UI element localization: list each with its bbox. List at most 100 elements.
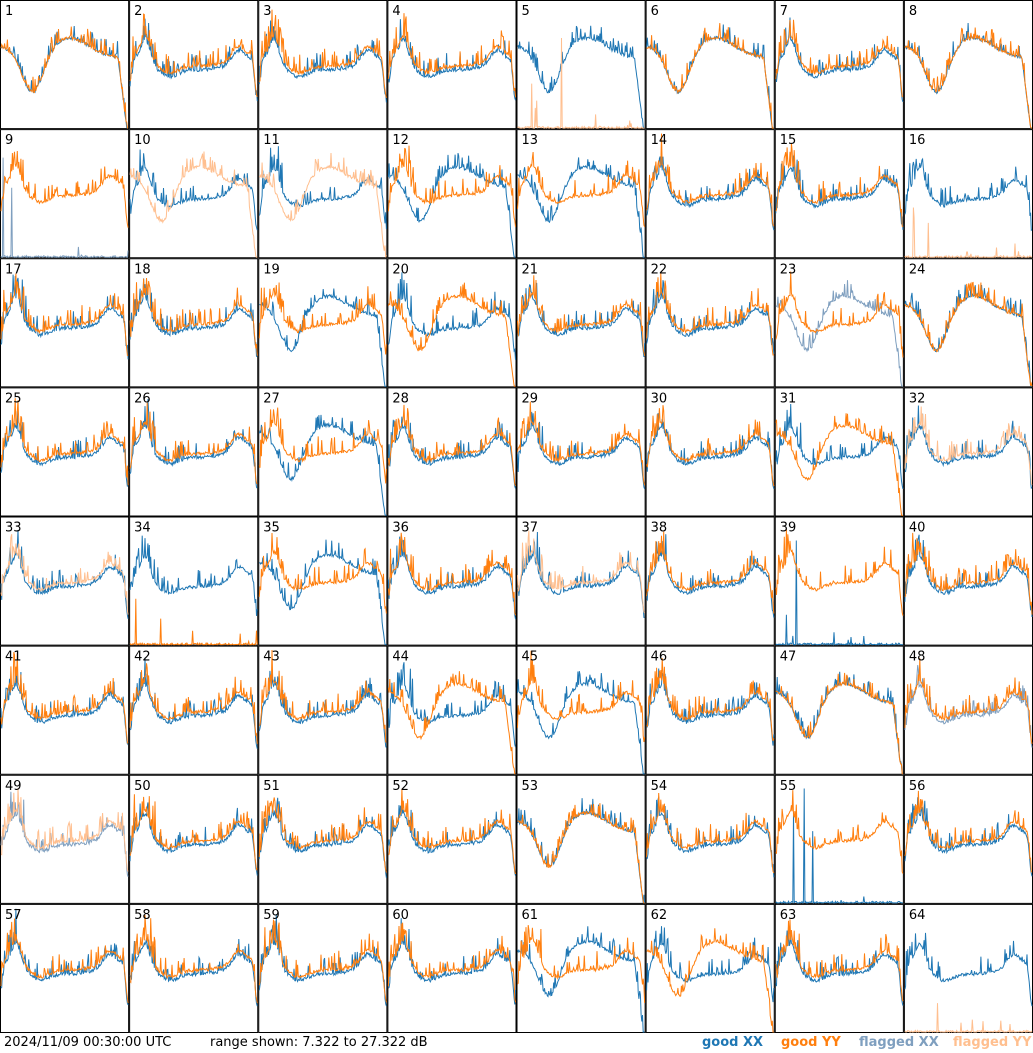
panel-frame xyxy=(387,129,517,259)
panel-46: 46 xyxy=(645,645,775,775)
panel-number: 28 xyxy=(392,391,409,406)
panel-number: 51 xyxy=(263,779,280,794)
panel-27: 27 xyxy=(258,387,388,517)
xx-spectrum-line xyxy=(646,24,774,129)
yy-spectrum-line xyxy=(646,658,775,742)
panel-frame xyxy=(516,129,646,259)
xx-spectrum-line xyxy=(259,539,387,646)
panel-number: 10 xyxy=(134,133,151,148)
panel-28: 28 xyxy=(387,387,517,517)
yy-spectrum-line xyxy=(129,151,258,258)
xx-spectrum-line xyxy=(129,18,258,102)
panel-frame xyxy=(774,258,904,388)
yy-spectrum-line xyxy=(646,928,774,1033)
legend-good-xx: good XX xyxy=(702,1035,764,1050)
xx-spectrum-line xyxy=(646,668,775,746)
panel-31: 31 xyxy=(774,387,904,517)
xx-spectrum-line xyxy=(517,411,646,490)
legend-good-yy: good YY xyxy=(781,1035,841,1050)
panel-number: 59 xyxy=(263,908,280,923)
yy-spectrum-line xyxy=(129,914,258,1004)
panel-frame xyxy=(774,129,904,259)
panel-22: 22 xyxy=(645,258,775,388)
panel-23: 23 xyxy=(774,258,904,388)
xx-spectrum-line xyxy=(646,280,775,354)
yy-spectrum-line xyxy=(129,277,258,356)
yy-spectrum-line xyxy=(775,413,903,516)
xx-spectrum-line xyxy=(904,157,1033,232)
panel-8: 8 xyxy=(903,0,1033,130)
yy-spectrum-line xyxy=(387,922,516,1003)
panel-60: 60 xyxy=(387,903,517,1033)
panel-56: 56 xyxy=(903,774,1033,904)
panel-frame xyxy=(387,516,517,646)
panel-number: 50 xyxy=(134,779,151,794)
yy-spectrum-line xyxy=(904,790,1033,873)
panel-7: 7 xyxy=(774,0,904,130)
panel-2: 2 xyxy=(129,0,259,130)
xx-spectrum-line xyxy=(775,788,903,904)
panel-frame xyxy=(258,903,388,1033)
panel-number: 57 xyxy=(5,908,22,923)
yy-spectrum-line xyxy=(904,207,1033,259)
panel-frame xyxy=(516,645,646,775)
xx-spectrum-line xyxy=(129,149,258,231)
yy-spectrum-line xyxy=(129,663,258,744)
panel-26: 26 xyxy=(129,387,259,517)
yy-spectrum-line xyxy=(258,649,387,743)
panel-number: 55 xyxy=(780,779,797,794)
panel-number: 4 xyxy=(392,4,400,19)
panel-number: 52 xyxy=(392,779,409,794)
footer: 2024/11/09 00:30:00 UTC range shown: 7.3… xyxy=(0,1033,1033,1053)
panel-frame xyxy=(0,516,130,646)
yy-spectrum-line xyxy=(258,282,387,355)
yy-spectrum-line xyxy=(904,532,1033,615)
panel-number: 49 xyxy=(5,779,22,794)
yy-spectrum-line xyxy=(0,273,129,356)
panel-16: 16 xyxy=(903,129,1033,259)
xx-spectrum-line xyxy=(904,534,1033,618)
panel-55: 55 xyxy=(774,774,904,904)
yy-spectrum-line xyxy=(0,398,129,486)
panel-frame xyxy=(258,774,388,904)
panel-frame xyxy=(645,0,775,130)
panel-number: 48 xyxy=(909,650,926,665)
yy-spectrum-line xyxy=(129,13,258,98)
panel-frame xyxy=(0,774,130,904)
xx-spectrum-line xyxy=(517,282,646,358)
timestamp: 2024/11/09 00:30:00 UTC xyxy=(4,1035,172,1050)
panel-frame xyxy=(516,516,646,646)
panel-number: 38 xyxy=(651,521,668,536)
xx-spectrum-line xyxy=(646,926,775,1003)
panel-frame xyxy=(0,903,130,1033)
yy-spectrum-line xyxy=(517,530,646,614)
panel-48: 48 xyxy=(903,645,1033,775)
panel-41: 41 xyxy=(0,645,130,775)
panel-frame xyxy=(645,903,775,1033)
yy-spectrum-line xyxy=(646,531,775,614)
panel-frame xyxy=(0,645,130,775)
panel-42: 42 xyxy=(129,645,259,775)
panel-frame xyxy=(0,0,130,130)
panel-12: 12 xyxy=(387,129,517,259)
panel-number: 2 xyxy=(134,4,142,19)
yy-spectrum-line xyxy=(775,143,904,228)
panel-frame xyxy=(0,387,130,517)
xx-spectrum-line xyxy=(775,280,903,387)
panel-number: 37 xyxy=(522,521,539,536)
panel-40: 40 xyxy=(903,516,1033,646)
xx-spectrum-line xyxy=(775,926,904,1006)
panel-43: 43 xyxy=(258,645,388,775)
panel-50: 50 xyxy=(129,774,259,904)
panel-20: 20 xyxy=(387,258,517,388)
panel-frame xyxy=(387,645,517,775)
yy-spectrum-line xyxy=(904,406,1033,485)
panel-number: 53 xyxy=(522,779,539,794)
xx-spectrum-line xyxy=(259,288,387,387)
panel-24: 24 xyxy=(903,258,1033,388)
panel-9: 9 xyxy=(0,129,130,259)
panel-number: 24 xyxy=(909,262,926,277)
panel-number: 64 xyxy=(909,908,926,923)
panel-frame xyxy=(774,903,904,1033)
